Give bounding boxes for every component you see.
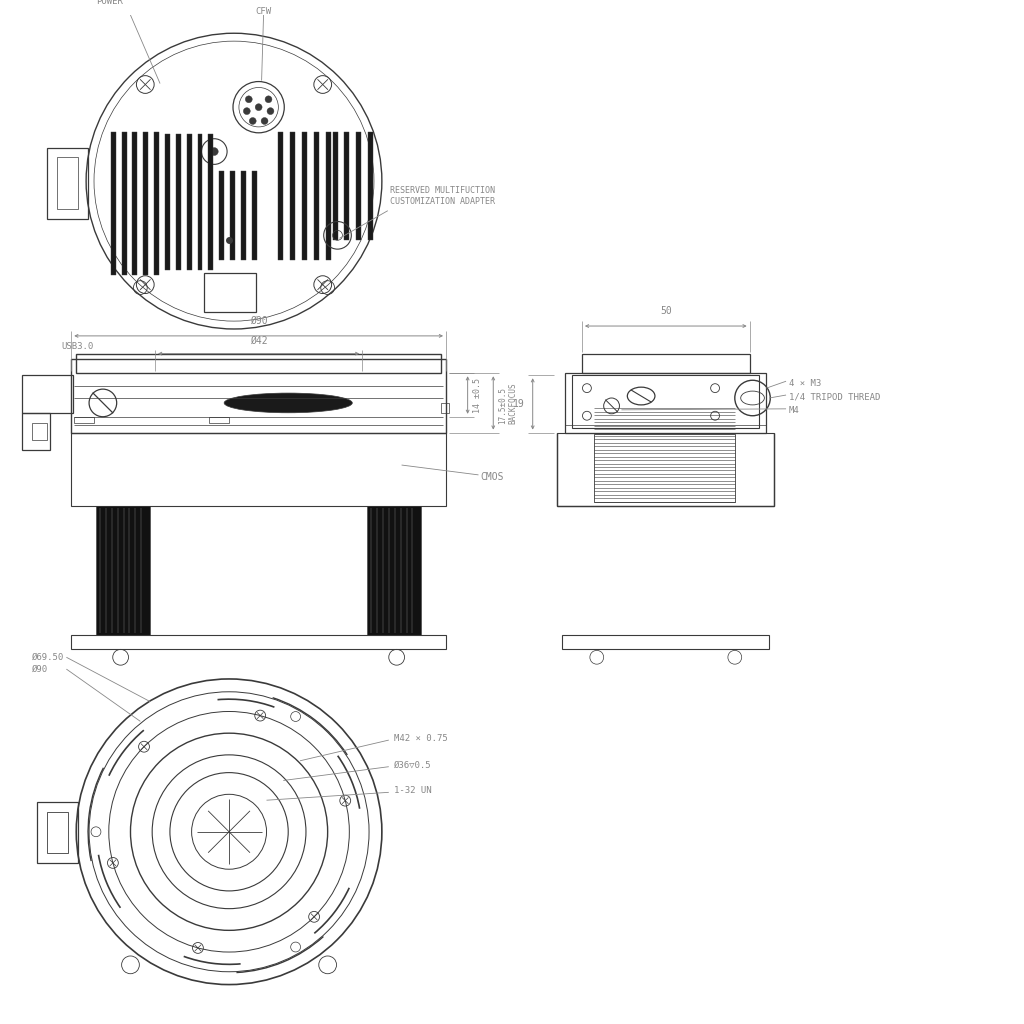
- Text: 1/4 TRIPOD THREAD: 1/4 TRIPOD THREAD: [790, 392, 881, 401]
- Circle shape: [261, 118, 268, 125]
- Bar: [565, 374, 766, 432]
- Bar: [594, 434, 735, 502]
- Bar: [32, 423, 47, 440]
- Bar: [23, 376, 74, 413]
- Bar: [441, 402, 449, 413]
- Bar: [176, 134, 181, 270]
- Bar: [367, 507, 421, 635]
- Bar: [562, 635, 769, 649]
- Circle shape: [255, 103, 262, 111]
- Text: 1-32 UN: 1-32 UN: [393, 785, 431, 795]
- Text: Ø42: Ø42: [250, 336, 267, 346]
- Bar: [302, 132, 307, 260]
- Bar: [155, 132, 159, 274]
- Bar: [47, 812, 69, 853]
- Bar: [23, 413, 49, 451]
- Bar: [47, 147, 88, 218]
- Bar: [219, 171, 224, 260]
- Text: 19: 19: [513, 399, 525, 409]
- Circle shape: [244, 108, 250, 115]
- Bar: [132, 132, 137, 274]
- Bar: [37, 802, 78, 863]
- Bar: [209, 417, 229, 423]
- Bar: [186, 134, 191, 270]
- Text: POWER: POWER: [96, 0, 123, 6]
- Bar: [96, 507, 151, 635]
- Circle shape: [249, 118, 256, 125]
- Bar: [279, 132, 284, 260]
- Text: Ø36▽0.5: Ø36▽0.5: [393, 760, 431, 769]
- Bar: [76, 353, 441, 374]
- Text: CMOS: CMOS: [480, 472, 504, 482]
- Circle shape: [265, 96, 272, 102]
- Bar: [165, 134, 170, 270]
- Text: Ø90: Ø90: [32, 665, 48, 674]
- Circle shape: [210, 147, 218, 156]
- Bar: [572, 376, 760, 428]
- Bar: [143, 132, 148, 274]
- Bar: [208, 134, 213, 270]
- Bar: [75, 417, 94, 423]
- Bar: [582, 353, 750, 374]
- Text: CFW: CFW: [256, 7, 271, 16]
- Text: 4 × M3: 4 × M3: [790, 379, 821, 388]
- Bar: [333, 132, 338, 241]
- Bar: [230, 171, 234, 260]
- Text: 50: 50: [659, 306, 672, 316]
- Bar: [111, 132, 116, 274]
- Text: RESERVED MULTIFUCTION
CUSTOMIZATION ADAPTER: RESERVED MULTIFUCTION CUSTOMIZATION ADAP…: [390, 186, 495, 206]
- Bar: [368, 132, 373, 241]
- Bar: [122, 132, 127, 274]
- Bar: [241, 171, 246, 260]
- Circle shape: [267, 108, 274, 115]
- Text: USB3.0: USB3.0: [61, 342, 94, 351]
- Bar: [72, 432, 445, 507]
- Bar: [356, 132, 361, 241]
- Bar: [344, 132, 349, 241]
- Ellipse shape: [224, 393, 352, 413]
- Text: M42 × 0.75: M42 × 0.75: [393, 733, 447, 742]
- Text: 14 ±0.5: 14 ±0.5: [472, 378, 481, 413]
- Bar: [72, 635, 445, 649]
- Text: Ø90: Ø90: [250, 316, 267, 326]
- Text: Ø69.50: Ø69.50: [32, 652, 65, 662]
- Circle shape: [246, 96, 252, 102]
- Bar: [56, 158, 78, 209]
- Bar: [205, 272, 256, 312]
- Bar: [72, 358, 445, 432]
- Bar: [290, 132, 295, 260]
- Bar: [557, 432, 774, 507]
- Bar: [252, 171, 257, 260]
- Text: 17.5±0.5
BACKFOCUS: 17.5±0.5 BACKFOCUS: [499, 382, 517, 424]
- Bar: [326, 132, 331, 260]
- Text: M4: M4: [790, 407, 800, 416]
- Bar: [313, 132, 318, 260]
- Bar: [198, 134, 203, 270]
